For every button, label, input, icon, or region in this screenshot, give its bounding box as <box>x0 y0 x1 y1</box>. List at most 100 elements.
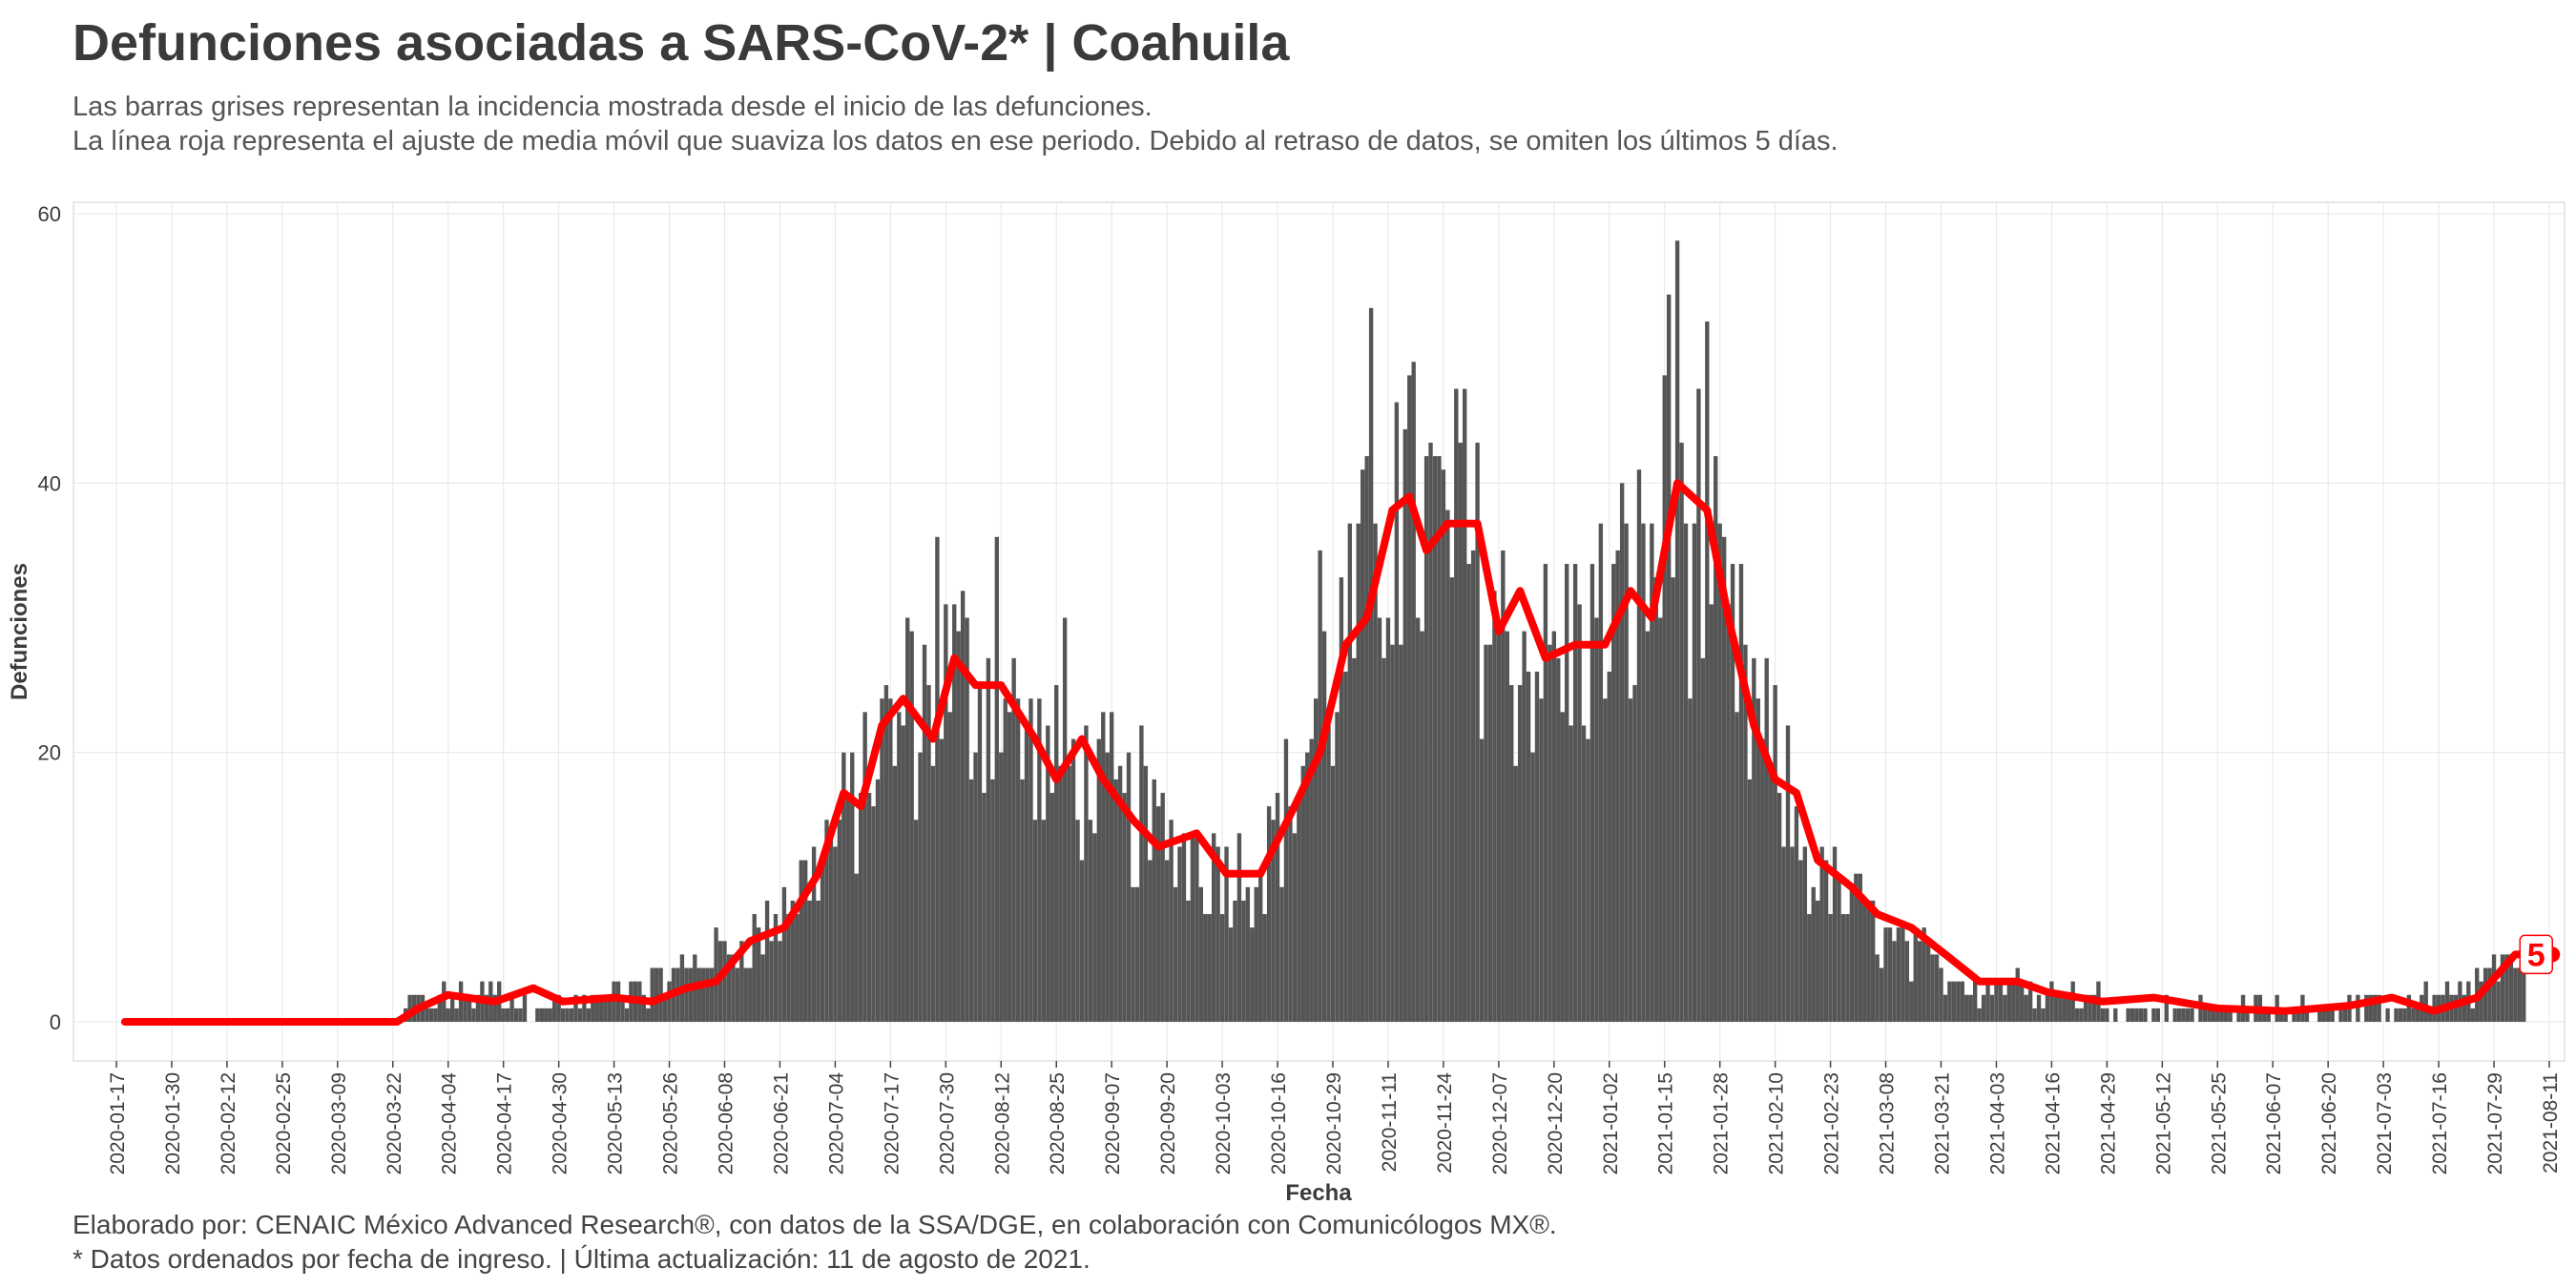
y-axis-title: Defunciones <box>7 563 32 700</box>
x-tick-label: 2021-01-28 <box>1711 1072 1733 1174</box>
bar <box>1352 657 1357 1022</box>
bar <box>1449 577 1455 1022</box>
bar <box>837 820 842 1022</box>
x-tick-label: 2021-03-21 <box>1932 1072 1954 1174</box>
bar <box>2032 1008 2037 1022</box>
bar <box>1356 523 1361 1022</box>
x-tick-label: 2020-04-17 <box>494 1072 516 1174</box>
bar <box>1117 765 1123 1022</box>
bar <box>641 994 646 1022</box>
bar <box>1968 994 1973 1022</box>
bar <box>1084 725 1089 1022</box>
bar <box>2126 1008 2130 1022</box>
bar <box>2083 994 2088 1022</box>
bar <box>1164 860 1170 1022</box>
bar <box>1195 833 1199 1022</box>
bar <box>2522 941 2526 1022</box>
bar <box>2245 1008 2250 1022</box>
bar <box>1823 860 1829 1022</box>
bar <box>624 1008 630 1022</box>
x-tick-label: 2021-07-03 <box>2374 1072 2396 1174</box>
bar <box>1275 793 1280 1022</box>
x-tick-label: 2020-10-16 <box>1268 1072 1290 1174</box>
bar <box>2283 1008 2288 1022</box>
bar <box>1058 765 1063 1022</box>
bar <box>883 685 889 1022</box>
bar <box>760 954 765 1022</box>
bar <box>1148 860 1153 1022</box>
bar <box>551 994 557 1022</box>
bar <box>1854 873 1859 1022</box>
bar <box>2202 1008 2208 1022</box>
bar <box>2058 994 2063 1022</box>
x-tick-label: 2021-01-02 <box>1600 1072 1622 1174</box>
bar <box>909 631 914 1022</box>
bar <box>1819 846 1824 1022</box>
bar <box>2100 1008 2106 1022</box>
bar <box>1565 564 1569 1022</box>
bar <box>463 994 467 1022</box>
bar <box>752 914 757 1022</box>
bar <box>1092 833 1097 1022</box>
x-tick-label: 2021-07-29 <box>2484 1072 2506 1174</box>
bar <box>1645 631 1651 1022</box>
bar <box>1964 994 1969 1022</box>
x-tick-label: 2020-07-04 <box>825 1072 847 1175</box>
bar <box>1105 752 1110 1022</box>
bar <box>1866 900 1871 1022</box>
bar <box>2373 994 2378 1022</box>
bar <box>2185 1008 2191 1022</box>
bar <box>1347 523 1353 1022</box>
bar <box>1816 900 1820 1022</box>
bar <box>1381 657 1386 1022</box>
bar <box>577 1008 583 1022</box>
plot-panel <box>73 201 2566 1062</box>
bar <box>769 941 774 1022</box>
bar <box>1402 428 1407 1022</box>
bar <box>2228 1008 2233 1022</box>
bar <box>1139 725 1144 1022</box>
x-tick-label: 2020-05-13 <box>605 1072 627 1174</box>
bar <box>2067 994 2071 1022</box>
bar <box>1858 873 1862 1022</box>
bar <box>1466 564 1471 1022</box>
bar <box>2427 1008 2433 1022</box>
bar <box>539 1008 544 1022</box>
bar <box>1840 914 1846 1022</box>
bar <box>1692 523 1697 1022</box>
bar <box>2091 994 2097 1022</box>
bar <box>2266 1008 2271 1022</box>
bar <box>650 967 654 1022</box>
bar <box>1109 712 1114 1022</box>
bar <box>1335 712 1340 1022</box>
bar <box>803 860 808 1022</box>
annotations: 5 <box>2519 934 2561 975</box>
bar <box>2011 981 2016 1022</box>
bar <box>1577 604 1582 1022</box>
bar <box>905 617 910 1022</box>
bar <box>2398 1008 2403 1022</box>
bar <box>1122 793 1127 1022</box>
bar <box>866 793 872 1022</box>
bar <box>1985 981 1990 1022</box>
bar <box>1475 442 1480 1022</box>
bar <box>841 752 846 1022</box>
bar <box>667 981 672 1022</box>
bar <box>1628 698 1633 1022</box>
bar <box>1653 577 1658 1022</box>
bar <box>2453 994 2459 1022</box>
x-tick-label: 2020-03-09 <box>328 1072 350 1174</box>
bar <box>2134 1008 2139 1022</box>
bar <box>509 994 514 1022</box>
bar <box>2470 1008 2475 1022</box>
bar <box>556 994 561 1022</box>
bar <box>1956 981 1961 1022</box>
bar <box>1160 793 1165 1022</box>
bar <box>2508 954 2514 1022</box>
bar <box>1862 900 1867 1022</box>
x-tick-label: 2020-06-21 <box>770 1072 792 1174</box>
bar <box>1619 483 1625 1022</box>
bar <box>2224 1008 2229 1022</box>
bar <box>871 806 876 1022</box>
bar <box>1079 860 1085 1022</box>
